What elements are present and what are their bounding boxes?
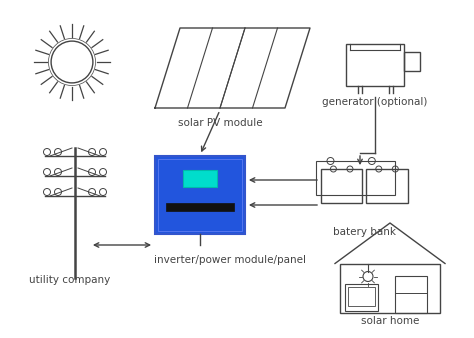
Text: batery bank: batery bank [334,227,396,237]
Bar [166,203,234,211]
Bar [395,275,427,313]
Bar [345,284,378,311]
Bar [366,169,408,203]
Bar [316,161,394,195]
Text: utility company: utility company [29,275,110,285]
Text: inverter/power module/panel: inverter/power module/panel [154,255,306,265]
Bar [404,52,420,71]
Text: solar home: solar home [361,316,419,326]
Text: solar PV module: solar PV module [178,118,262,128]
Bar [346,44,404,86]
Bar [183,170,217,187]
Bar [348,287,375,306]
Bar [340,264,440,313]
Bar [155,156,245,234]
Bar [158,159,242,231]
Bar [321,169,362,203]
Text: generator (optional): generator (optional) [322,97,428,107]
